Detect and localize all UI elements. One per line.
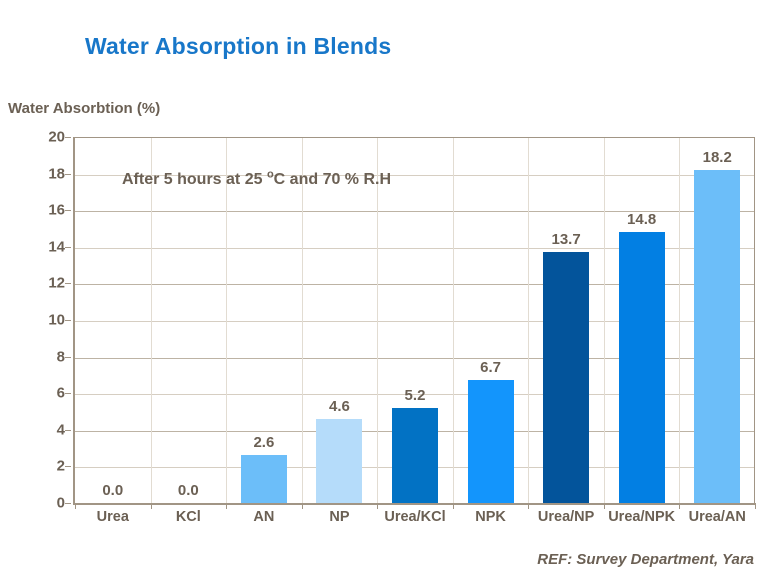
y-axis-tick-label: 12 (48, 274, 65, 292)
y-axis-tick-label: 0 (56, 494, 65, 512)
bar-group[interactable]: 13.7 (528, 137, 604, 503)
x-axis-tick-mark (226, 503, 228, 509)
x-axis-tick-mark (679, 503, 681, 509)
x-axis-tick-label: Urea (96, 509, 129, 525)
bars-layer: 0.0 0.0 2.6 4.6 5.2 6.7 13.7 14.8 18.2 (75, 137, 755, 503)
y-axis-tick-label: 6 (56, 384, 65, 402)
y-axis-tick-label: 20 (48, 128, 65, 146)
x-axis-tick-mark (377, 503, 379, 509)
bar-group[interactable]: 14.8 (604, 137, 680, 503)
bar-value-label: 18.2 (702, 148, 732, 166)
bar-group[interactable]: 0.0 (151, 137, 227, 503)
x-axis-tick-mark (603, 503, 605, 509)
y-axis-tick-mark (65, 429, 71, 431)
y-axis-tick-mark (65, 283, 71, 285)
x-axis-tick-label: NPK (475, 509, 506, 525)
bar[interactable] (467, 380, 514, 503)
x-axis-tick-label: Urea/AN (688, 509, 746, 525)
bar-value-label: 5.2 (404, 386, 426, 404)
bar[interactable] (694, 169, 741, 503)
y-axis-tick-label: 16 (48, 201, 65, 219)
annotation-suffix: C and 70 % R.H (273, 171, 392, 188)
category-separator (301, 138, 303, 503)
bar-value-label: 2.6 (253, 434, 275, 452)
bar-group[interactable]: 6.7 (453, 137, 529, 503)
y-axis-tick-mark (65, 210, 71, 212)
category-separator (226, 138, 228, 503)
x-axis-tick-mark (755, 503, 756, 509)
y-axis-tick-label: 4 (56, 421, 65, 439)
annotation-prefix: After 5 hours at 25 (122, 171, 267, 188)
bar-value-label: 0.0 (102, 482, 124, 499)
y-axis-tick-mark (65, 137, 71, 138)
y-axis: 20 18 16 14 12 10 8 6 4 2 0 (20, 129, 71, 512)
y-axis-title: Water Absorbtion (%) (8, 100, 161, 117)
category-separator (377, 138, 379, 503)
x-axis-tick-label: Urea/NP (537, 509, 595, 525)
bar-value-label: 0.0 (177, 482, 199, 499)
x-axis-tick-label: Urea/KCl (384, 509, 446, 525)
y-axis-tick-mark (65, 503, 71, 504)
bar[interactable] (543, 252, 590, 503)
y-axis-tick-label: 14 (48, 238, 65, 256)
gridline (75, 321, 754, 322)
x-axis-tick-mark (301, 503, 303, 509)
y-axis-tick-mark (65, 393, 71, 395)
bar-group[interactable]: 18.2 (679, 137, 755, 503)
bar-value-label: 4.6 (328, 397, 350, 415)
x-axis-tick-label: Urea/NPK (608, 509, 676, 525)
bar-value-label: 6.7 (480, 359, 501, 377)
y-axis-tick-mark (65, 356, 71, 358)
bar-group[interactable]: 0.0 (75, 137, 151, 503)
x-axis-tick-mark (150, 503, 152, 509)
y-axis-tick-label: 10 (48, 311, 65, 329)
category-separator (528, 138, 530, 503)
x-axis-tick-mark (528, 503, 530, 509)
y-axis-tick-mark (65, 173, 71, 175)
gridline (75, 247, 754, 249)
bar[interactable] (618, 232, 665, 503)
degree-symbol: o (266, 168, 274, 181)
bar-value-label: 14.8 (627, 211, 657, 229)
bar-value-label: 13.7 (551, 231, 581, 249)
category-separator (452, 138, 454, 503)
category-separator (679, 138, 681, 503)
y-axis-tick-mark (65, 320, 71, 321)
source-reference: REF: Survey Department, Yara (537, 551, 754, 568)
x-axis: Urea KCl AN NP Urea/KCl NPK Urea/NP Urea/NPK Ure… (75, 503, 756, 535)
plot-area (73, 137, 755, 505)
y-axis-tick-label: 2 (56, 457, 65, 475)
gridline (75, 357, 754, 359)
y-axis-tick-label: 8 (56, 348, 65, 366)
x-axis-tick-label: AN (253, 509, 275, 525)
y-axis-tick-mark (65, 246, 71, 248)
bar[interactable] (240, 455, 287, 503)
x-axis-tick-mark (75, 503, 76, 509)
gridline (75, 211, 754, 213)
category-separator (603, 138, 605, 503)
x-axis-tick-mark (452, 503, 454, 509)
y-axis-tick-label: 18 (48, 165, 65, 183)
gridline (75, 284, 754, 286)
chart-title: Water Absorption in Blends (85, 33, 392, 59)
chart-annotation: After 5 hours at 25 oC and 70 % R.H (122, 168, 392, 189)
bar-group[interactable]: 2.6 (226, 137, 302, 503)
x-axis-tick-label: KCl (175, 509, 201, 525)
gridline (75, 394, 754, 396)
bar-group[interactable]: 4.6 (302, 137, 378, 503)
category-separator (150, 138, 152, 503)
gridline (75, 174, 754, 176)
bar-group[interactable]: 5.2 (377, 137, 453, 503)
bar[interactable] (316, 418, 363, 503)
bar[interactable] (391, 407, 438, 503)
x-axis-tick-label: NP (329, 509, 350, 525)
y-axis-tick-mark (65, 466, 71, 468)
